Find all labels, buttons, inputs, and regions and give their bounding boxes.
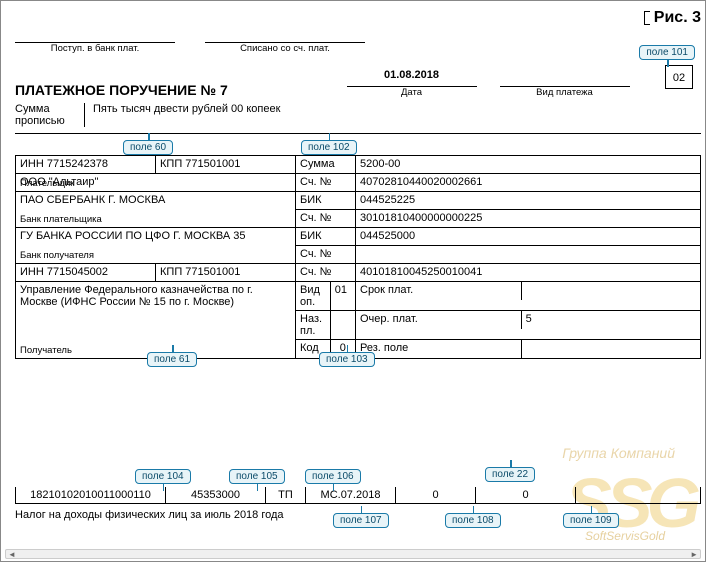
recipient-inn-cell: ИНН 7715045002 <box>16 264 156 282</box>
payment-type-value <box>500 69 630 87</box>
rez-label: Рез. поле <box>356 340 521 358</box>
document-title: ПЛАТЕЖНОЕ ПОРУЧЕНИЕ № 7 <box>15 82 335 98</box>
watermark-line2: SoftServisGold <box>585 529 665 543</box>
payer-acct-label-cell: Сч. № <box>296 174 356 192</box>
postup-label: Поступ. в банк плат. <box>15 43 175 54</box>
watermark-line1: Группа Компаний <box>562 445 675 461</box>
srok-label: Срок плат. <box>356 282 521 300</box>
scroll-right-icon[interactable]: ► <box>690 550 698 559</box>
tag-22: поле 22 <box>485 467 535 482</box>
payment-subject: Налог на доходы физических лиц за июль 2… <box>15 509 284 521</box>
srok-value <box>521 282 700 300</box>
field-107: МС.07.2018 <box>306 487 396 504</box>
payer-bank: ПАО СБЕРБАНК Г. МОСКВА <box>20 194 291 206</box>
tag-104: поле 104 <box>135 469 191 484</box>
vid-op-label: Вид оп. <box>296 282 330 310</box>
spisano-label: Списано со сч. плат. <box>205 43 365 54</box>
date-label: Дата <box>335 87 488 98</box>
table-row: ГУ БАНКА РОССИИ ПО ЦФО Г. МОСКВА 35 Банк… <box>16 228 701 246</box>
field-106: ТП <box>266 487 306 504</box>
recipient-bank-label: Банк получателя <box>20 250 94 261</box>
ocher-value: 5 <box>521 311 700 329</box>
sum-words-row: Сумма прописью Пять тысяч двести рублей … <box>15 103 701 134</box>
recipient-label: Получатель <box>20 345 72 356</box>
tag-109: поле 109 <box>563 513 619 528</box>
table-row: ПАО СБЕРБАНК Г. МОСКВА Банк плательщика … <box>16 192 701 210</box>
payer-bank-label: Банк плательщика <box>20 214 102 225</box>
sum-value-cell: 5200-00 <box>356 156 701 174</box>
recipient-acct-cell: 40101810045250010041 <box>356 264 701 282</box>
payer-bank-acct-label-cell: Сч. № <box>296 210 356 228</box>
sum-label-cell: Сумма <box>296 156 356 174</box>
table-row: ИНН 7715045002 КПП 771501001 Сч. № 40101… <box>16 264 701 282</box>
tag-61: поле 61 <box>147 352 197 367</box>
payer-kpp-cell: КПП 771501001 <box>156 156 296 174</box>
sum-words-label: Сумма прописью <box>15 103 85 127</box>
naz-pl-label: Наз. пл. <box>296 311 330 339</box>
main-grid: ИНН 7715242378 КПП 771501001 Сумма 5200-… <box>15 155 701 359</box>
recipient-bik-label-cell: БИК <box>296 228 356 246</box>
recipient-bank-acct-label-cell: Сч. № <box>296 246 356 264</box>
field-101-box: 02 <box>665 65 693 89</box>
tag-60: поле 60 <box>123 140 173 155</box>
tag-107: поле 107 <box>333 513 389 528</box>
payer-bank-acct-cell: 30101810400000000225 <box>356 210 701 228</box>
payer-bik-cell: 044525225 <box>356 192 701 210</box>
sum-words-value: Пять тысяч двести рублей 00 копеек <box>85 103 701 127</box>
payer-label: Плательщик <box>20 178 74 189</box>
field-108: 0 <box>396 487 476 504</box>
figure-label: Рис. 3 <box>650 9 701 27</box>
table-row: ИНН 7715242378 КПП 771501001 Сумма 5200-… <box>16 156 701 174</box>
recipient-bik-cell: 044525000 <box>356 228 701 246</box>
tag-105: поле 105 <box>229 469 285 484</box>
vid-op-value: 01 <box>330 282 355 310</box>
field-105: 45353000 <box>166 487 266 504</box>
field-104: 18210102010011000110 <box>16 487 166 504</box>
payment-type-label: Вид платежа <box>488 87 641 98</box>
bottom-fields: 18210102010011000110 45353000 ТП МС.07.2… <box>15 487 701 504</box>
ocher-label: Очер. плат. <box>356 311 521 329</box>
rez-value <box>521 340 700 358</box>
field-110 <box>576 487 701 504</box>
horizontal-scrollbar[interactable]: ◄ ► <box>5 549 701 559</box>
recipient-kpp-cell: КПП 771501001 <box>156 264 296 282</box>
tag-106: поле 106 <box>305 469 361 484</box>
tag-108: поле 108 <box>445 513 501 528</box>
recipient-name: Управление Федерального казначейства по … <box>20 284 291 308</box>
naz-pl-value <box>330 311 355 339</box>
date-value: 01.08.2018 <box>347 69 477 87</box>
recipient-bank-acct-cell <box>356 246 701 264</box>
payer-acct-cell: 40702810440020002661 <box>356 174 701 192</box>
scroll-left-icon[interactable]: ◄ <box>8 550 16 559</box>
payer-inn-cell: ИНН 7715242378 <box>16 156 156 174</box>
tag-102: поле 102 <box>301 140 357 155</box>
recipient-acct-label-cell: Сч. № <box>296 264 356 282</box>
field-109: 0 <box>476 487 576 504</box>
header-row: Поступ. в банк плат. Списано со сч. плат… <box>15 29 651 54</box>
recipient-bank: ГУ БАНКА РОССИИ ПО ЦФО Г. МОСКВА 35 <box>20 230 291 242</box>
tag-103: поле 103 <box>319 352 375 367</box>
payer-bik-label-cell: БИК <box>296 192 356 210</box>
tag-101: поле 101 <box>639 45 695 60</box>
